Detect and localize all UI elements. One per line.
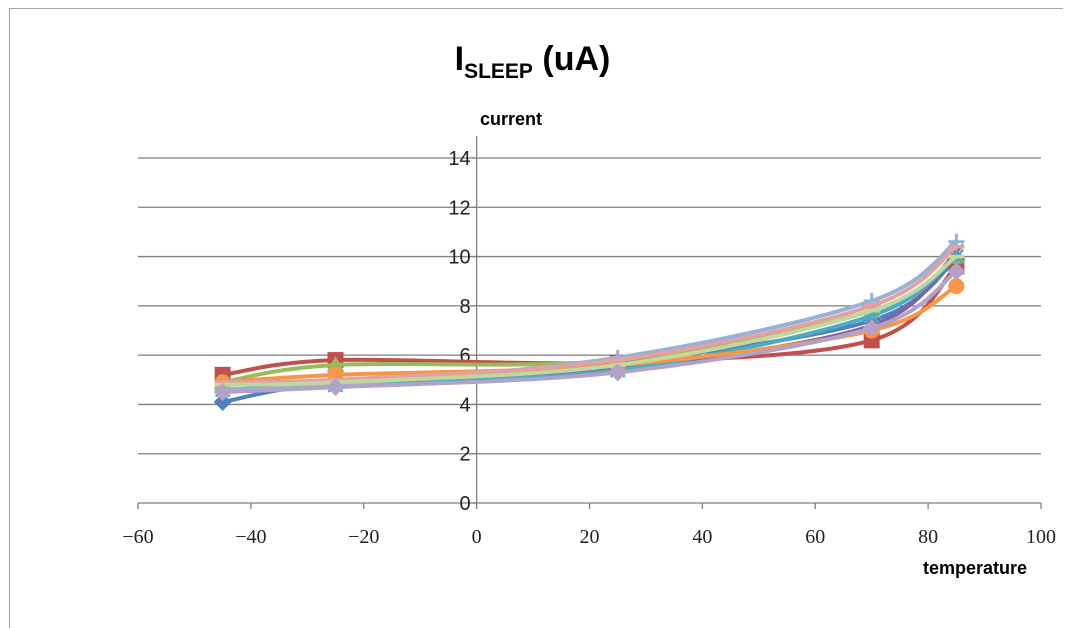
x-tick-label: −40 <box>235 526 266 548</box>
x-tick-label: 80 <box>918 526 938 548</box>
y-tick-label: 14 <box>448 148 470 170</box>
data-point <box>948 278 965 295</box>
data-point <box>947 262 966 281</box>
data-point <box>326 378 345 397</box>
y-axis-label: current <box>480 109 543 129</box>
x-tick-label: 100 <box>1026 526 1056 548</box>
x-tick-label: 40 <box>692 526 712 548</box>
x-tick-label: −60 <box>122 526 153 548</box>
y-tick-label: 6 <box>460 345 471 367</box>
y-tick-label: 4 <box>460 394 471 416</box>
y-tick-label: 8 <box>460 296 471 318</box>
x-tick-label: −20 <box>348 526 379 548</box>
y-tick-label: 2 <box>460 444 471 466</box>
y-tick-label: 0 <box>460 493 471 515</box>
y-tick-label: 10 <box>448 247 470 269</box>
x-tick-label: 60 <box>805 526 825 548</box>
x-tick-label: 20 <box>580 526 600 548</box>
data-point <box>608 363 627 382</box>
axes <box>137 136 1042 509</box>
data-point <box>862 319 881 338</box>
y-tick-label: 12 <box>448 197 470 219</box>
data-point <box>213 383 232 402</box>
data-point <box>326 356 345 372</box>
chart-frame <box>9 8 1063 628</box>
chart-title-suffix: (uA) <box>532 40 611 78</box>
x-tick-label: 0 <box>472 526 482 548</box>
series-group <box>213 233 966 411</box>
chart-title-main: I <box>454 40 465 78</box>
chart-title: ISLEEP (uA) <box>0 40 1065 84</box>
series-line-8 <box>214 244 965 385</box>
tick-labels: 0 2 4 6 8 10 12 14 −60 −40 −20 0 20 40 60 80 100 <box>122 148 1056 548</box>
chart-title-subscript: SLEEP <box>464 60 533 83</box>
series-line-10 <box>213 262 966 402</box>
data-point <box>213 392 232 411</box>
x-axis-label: temperature <box>923 558 1028 578</box>
